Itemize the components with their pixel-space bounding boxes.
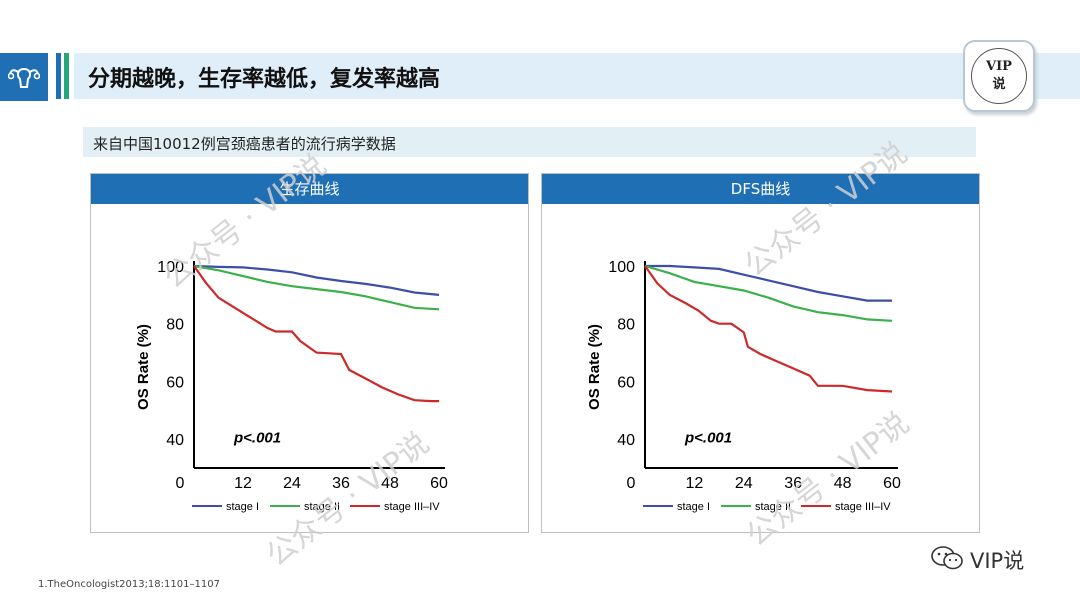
wechat-brand: VIP说 bbox=[930, 545, 1024, 576]
survival-chart-panel: 生存曲线 0 12 24 36 48 60 40 60 80 100 OS Rate (%) p<.0… bbox=[90, 173, 529, 533]
y-tick-label: 80 bbox=[617, 317, 635, 334]
x-tick-label: 36 bbox=[332, 475, 350, 492]
series-line-stage-iii-iv bbox=[193, 265, 439, 403]
badge-line1: VIP bbox=[986, 59, 1012, 74]
wechat-icon bbox=[930, 545, 964, 576]
series-line-stage-i bbox=[193, 264, 440, 296]
x-tick-label: 0 bbox=[176, 475, 185, 492]
y-tick-label: 100 bbox=[608, 259, 635, 276]
x-tick-label: 12 bbox=[686, 475, 704, 492]
x-tick-label: 24 bbox=[735, 475, 753, 492]
x-tick-label: 60 bbox=[430, 475, 448, 492]
series-line-stage-ii bbox=[193, 264, 440, 311]
legend-label: stage III–IV bbox=[384, 501, 440, 513]
series-line-stage-iii-iv bbox=[644, 265, 893, 393]
legend-label: stage III–IV bbox=[835, 501, 891, 513]
y-tick-label: 60 bbox=[166, 374, 184, 391]
vip-badge-logo: VIP 说 bbox=[963, 40, 1035, 112]
wechat-label: VIP说 bbox=[970, 549, 1025, 573]
header-stripe-blue bbox=[56, 53, 61, 99]
y-tick-label: 40 bbox=[166, 432, 184, 449]
y-tick-label: 40 bbox=[617, 432, 635, 449]
x-tick-label: 24 bbox=[283, 475, 301, 492]
dfs-chart: 0 12 24 36 48 60 40 60 80 100 OS Rate (%) p<.001 sta… bbox=[586, 259, 901, 513]
subtitle-bar: 来自中国10012例宫颈癌患者的流行病学数据 bbox=[83, 127, 976, 157]
title-bar: 分期越晚，生存率越低，复发率越高 bbox=[74, 53, 1080, 99]
y-axis-label: OS Rate (%) bbox=[135, 324, 152, 410]
page-title: 分期越晚，生存率越低，复发率越高 bbox=[88, 67, 441, 92]
y-tick-label: 60 bbox=[617, 374, 635, 391]
dfs-chart-panel: DFS曲线 0 12 24 36 48 60 40 60 80 100 OS Rate (%) p<.… bbox=[541, 173, 980, 533]
x-tick-label: 12 bbox=[234, 475, 252, 492]
reference-footnote: 1.TheOncologist2013;18:1101–1107 bbox=[38, 579, 220, 590]
y-axis-label: OS Rate (%) bbox=[586, 324, 603, 410]
p-value-annotation: p<.001 bbox=[233, 429, 281, 446]
y-tick-label: 100 bbox=[157, 259, 184, 276]
dfs-chart-title: DFS曲线 bbox=[542, 174, 979, 204]
legend-label: stage II bbox=[755, 501, 791, 513]
badge-line2: 说 bbox=[992, 77, 1006, 92]
x-tick-label: 0 bbox=[627, 475, 636, 492]
legend-label: stage II bbox=[304, 501, 340, 513]
uterus-logo-icon bbox=[0, 53, 48, 101]
x-tick-label: 60 bbox=[883, 475, 901, 492]
y-tick-label: 80 bbox=[166, 317, 184, 334]
survival-chart: 0 12 24 36 48 60 40 60 80 100 OS Rate (%) p<.001 sta… bbox=[135, 259, 448, 513]
legend-label: stage I bbox=[226, 501, 259, 513]
x-tick-label: 48 bbox=[834, 475, 852, 492]
survival-chart-title: 生存曲线 bbox=[91, 174, 528, 204]
x-tick-label: 48 bbox=[381, 475, 399, 492]
series-line-stage-ii bbox=[644, 264, 893, 322]
p-value-annotation: p<.001 bbox=[684, 429, 732, 446]
data-source-subtitle: 来自中国10012例宫颈癌患者的流行病学数据 bbox=[93, 135, 396, 153]
series-line-stage-i bbox=[645, 264, 892, 302]
legend-label: stage I bbox=[677, 501, 710, 513]
x-tick-label: 36 bbox=[784, 475, 802, 492]
header-stripe-green bbox=[64, 53, 69, 99]
